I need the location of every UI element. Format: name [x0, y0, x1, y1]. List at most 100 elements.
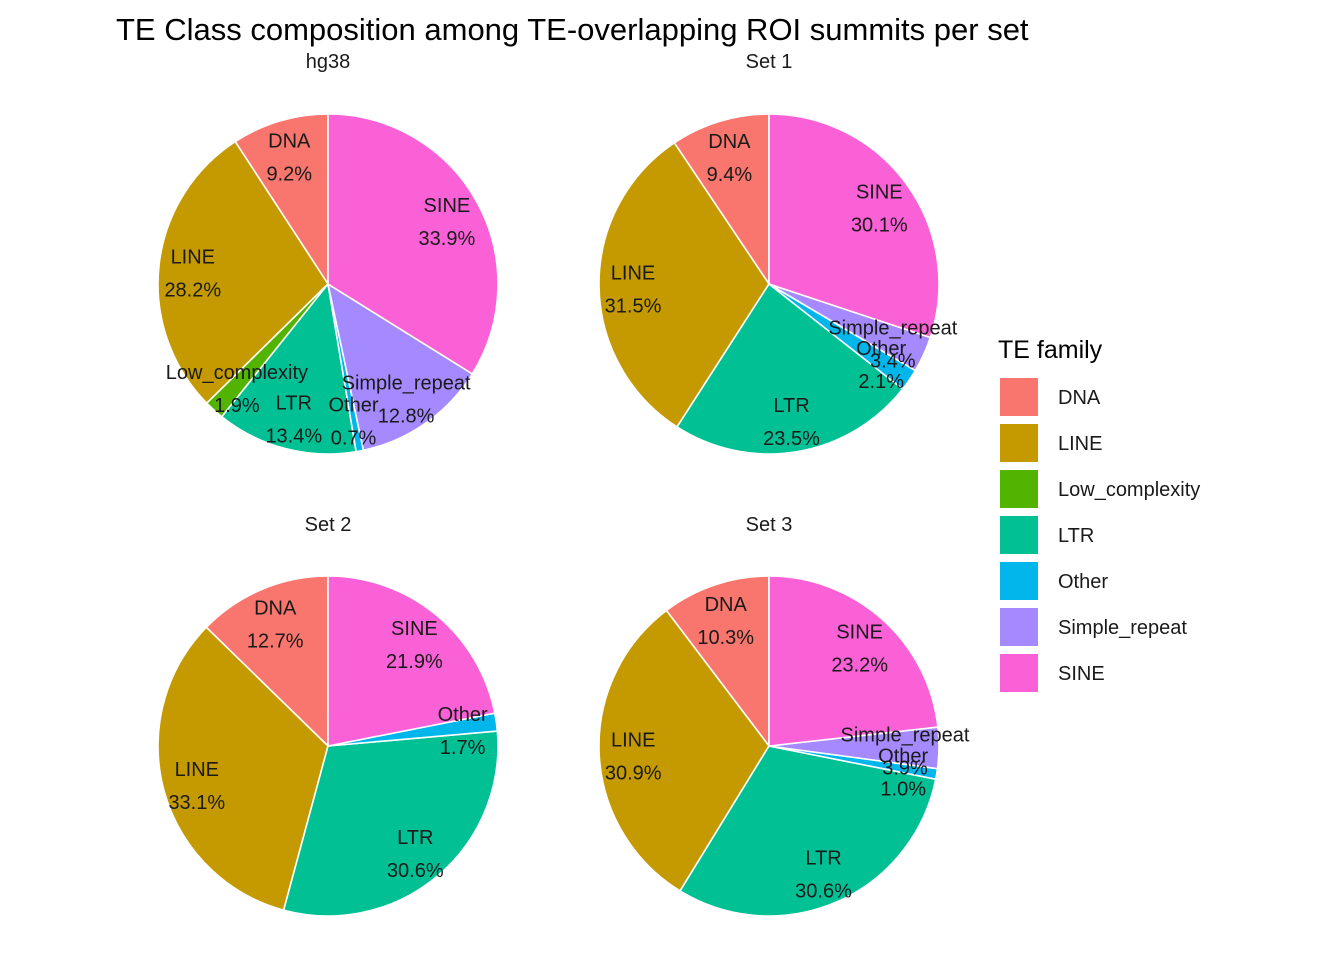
legend-key-dna — [1000, 378, 1038, 416]
slice-label-percent: 28.2% — [164, 279, 221, 301]
pie-panel-set-1: Set 1 DNA 9.4% LINE 31.5% LTR 23.5% Other 2.1% Si… — [598, 51, 958, 455]
facet-title: Set 2 — [305, 514, 352, 536]
slice-label-percent: 12.7% — [247, 631, 304, 653]
pie-panels: hg38 DNA 9.2% LINE 28.2% Low_complexity 1.9% LT… — [157, 51, 970, 917]
chart-title: TE Class composition among TE-overlappin… — [116, 12, 1029, 47]
slice-label-percent: 2.1% — [858, 371, 904, 393]
pie-slice-simple-repeat — [326, 282, 474, 452]
legend-key-line — [1000, 424, 1038, 462]
slice-label-family: LINE — [175, 759, 219, 781]
slice-label-family: SINE — [391, 618, 438, 640]
slice-label-percent: 30.1% — [851, 214, 908, 236]
pie-slice-ltr — [675, 282, 904, 455]
pie-slice-line — [598, 141, 770, 429]
slice-label-percent: 30.6% — [387, 860, 444, 882]
legend-key-low-complexity — [1000, 470, 1038, 508]
legend-label-ltr: LTR — [1058, 525, 1094, 547]
slice-label-family: DNA — [268, 131, 311, 153]
slice-label-percent: 12.8% — [378, 405, 435, 427]
slice-label-family: SINE — [856, 181, 903, 203]
slice-label-percent: 30.9% — [605, 763, 662, 785]
legend: TE family DNA LINE Low_complexity LTR Other S… — [998, 336, 1200, 692]
slice-label-family: Other — [878, 745, 928, 767]
pie-slice-sine — [768, 113, 940, 339]
slice-label-family: LTR — [276, 393, 312, 415]
slice-label-percent: 33.1% — [168, 792, 225, 814]
pie-slice-sine — [327, 113, 499, 375]
legend-label-line: LINE — [1058, 433, 1102, 455]
pie-slice-line — [157, 140, 330, 405]
legend-label-other: Other — [1058, 571, 1108, 593]
slice-label-family: Other — [856, 338, 906, 360]
pie-slice-ltr — [220, 282, 358, 455]
pie-slice-dna — [234, 113, 329, 287]
slice-label-family: DNA — [708, 131, 751, 153]
slice-label-family: LTR — [397, 827, 433, 849]
pie-slice-dna — [673, 113, 770, 287]
pie-labels: DNA 9.4% LINE 31.5% LTR 23.5% Other 2.1% Simple_… — [605, 131, 958, 450]
pie-labels: DNA 10.3% LINE 30.9% LTR 30.6% Other 1.0% Simple… — [605, 594, 970, 903]
legend-key-ltr — [1000, 516, 1038, 554]
slice-label-family: LTR — [805, 848, 841, 870]
pie-slice-dna — [665, 575, 770, 749]
pie-slice-ltr — [282, 730, 499, 917]
pie-slices — [598, 113, 940, 455]
legend-label-low-complexity: Low_complexity — [1058, 479, 1200, 501]
slice-label-percent: 23.2% — [831, 655, 888, 677]
slice-label-family: LTR — [773, 395, 809, 417]
slice-label-percent: 30.6% — [795, 881, 852, 903]
slice-label-family: Simple_repeat — [342, 372, 471, 394]
slice-label-percent: 3.4% — [870, 350, 916, 372]
legend-label-simple-repeat: Simple_repeat — [1058, 617, 1187, 639]
pie-slice-sine — [327, 575, 496, 747]
slice-label-family: Other — [328, 395, 378, 417]
legend-label-dna: DNA — [1058, 387, 1101, 409]
slice-label-percent: 9.2% — [267, 164, 313, 186]
pie-panel-set-2: Set 2 DNA 12.7% LINE 33.1% LTR 30.6% Other 1.7% S… — [157, 514, 499, 917]
legend-key-other — [1000, 562, 1038, 600]
slice-label-percent: 9.4% — [707, 164, 753, 186]
facet-title: Set 1 — [746, 51, 793, 73]
pie-slice-dna — [205, 575, 329, 748]
slice-label-percent: 33.9% — [419, 228, 476, 250]
facet-title: Set 3 — [746, 514, 793, 536]
legend-key-simple-repeat — [1000, 608, 1038, 646]
pie-slice-sine — [768, 575, 939, 747]
slice-label-percent: 21.9% — [386, 651, 443, 673]
slice-label-family: Other — [438, 704, 488, 726]
slice-label-family: Low_complexity — [166, 362, 308, 384]
slice-label-family: SINE — [424, 195, 471, 217]
pie-labels: DNA 12.7% LINE 33.1% LTR 30.6% Other 1.7% SINE 21… — [168, 598, 488, 883]
legend-key-sine — [1000, 654, 1038, 692]
slice-label-percent: 10.3% — [697, 627, 754, 649]
slice-label-percent: 23.5% — [763, 428, 820, 450]
slice-label-percent: 1.0% — [880, 778, 926, 800]
pie-slice-ltr — [678, 745, 937, 917]
slice-label-percent: 3.9% — [882, 758, 928, 780]
slice-label-family: LINE — [611, 730, 655, 752]
pie-slice-line — [598, 609, 770, 893]
slice-label-family: DNA — [705, 594, 748, 616]
slice-label-family: Simple_repeat — [841, 725, 970, 747]
pie-slices — [157, 113, 499, 455]
slice-label-family: Simple_repeat — [828, 317, 957, 339]
slice-label-family: DNA — [254, 598, 297, 620]
slice-label-percent: 1.9% — [214, 395, 260, 417]
legend-title: TE family — [998, 336, 1103, 364]
slice-label-family: SINE — [836, 622, 883, 644]
slice-label-family: LINE — [611, 262, 655, 284]
slice-label-family: LINE — [171, 246, 215, 268]
slice-label-percent: 0.7% — [331, 428, 377, 450]
facet-title: hg38 — [306, 51, 351, 73]
pie-panel-hg38: hg38 DNA 9.2% LINE 28.2% Low_complexity 1.9% LT… — [157, 51, 499, 455]
pie-labels: DNA 9.2% LINE 28.2% Low_complexity 1.9% LTR 13.… — [164, 131, 475, 450]
slice-label-percent: 31.5% — [605, 295, 662, 317]
slice-label-percent: 1.7% — [440, 737, 486, 759]
slice-label-percent: 13.4% — [265, 426, 322, 448]
legend-label-sine: SINE — [1058, 663, 1105, 685]
pie-slice-line — [157, 626, 329, 912]
pie-slices — [598, 575, 940, 917]
pie-panel-set-3: Set 3 DNA 10.3% LINE 30.9% LTR 30.6% Other 1.0% S… — [598, 514, 970, 917]
pie-slices — [157, 575, 499, 917]
